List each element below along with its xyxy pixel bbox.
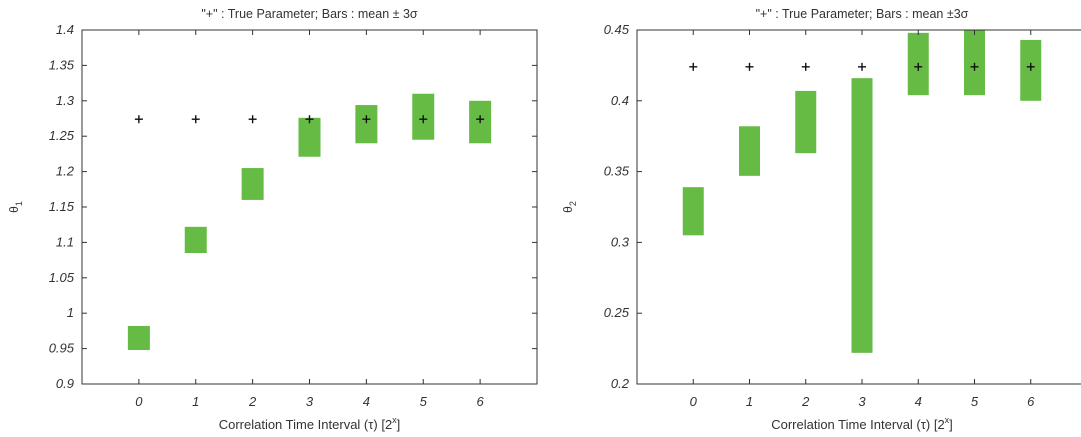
- y-tick-label: 1.4: [56, 22, 74, 37]
- true-parameter-marker: [362, 115, 371, 124]
- range-bar: [964, 30, 985, 96]
- x-tick-label: 1: [746, 394, 753, 409]
- x-tick-label: 6: [477, 394, 485, 409]
- y-tick-label: 1: [67, 305, 74, 320]
- true-parameter-marker: [858, 62, 866, 71]
- true-parameter-marker: [745, 62, 754, 71]
- x-tick-label: 5: [971, 394, 979, 409]
- x-tick-label: 0: [690, 394, 698, 409]
- x-tick-label: 5: [420, 394, 428, 409]
- range-bar: [739, 126, 760, 176]
- y-tick-label: 1.35: [49, 57, 75, 72]
- y-tick-label: 0.25: [604, 305, 630, 320]
- x-tick-label: 3: [858, 394, 866, 409]
- y-tick-label: 1.2: [56, 164, 75, 179]
- true-parameter-marker: [970, 62, 979, 71]
- x-tick-label: 2: [248, 394, 257, 409]
- true-parameter-marker: [191, 115, 200, 124]
- range-bar: [851, 78, 873, 353]
- chart-title: "+" : True Parameter; Bars : mean ±3σ: [756, 7, 969, 21]
- true-parameter-marker: [476, 115, 485, 124]
- range-bar: [682, 187, 704, 236]
- chart-title: "+" : True Parameter; Bars : mean ± 3σ: [201, 7, 418, 21]
- y-tick-label: 1.1: [56, 234, 74, 249]
- x-axis-label: Correlation Time Interval (τ) [2x]: [771, 415, 953, 432]
- true-parameter-marker: [1026, 62, 1035, 71]
- range-bar: [184, 226, 207, 254]
- range-bar: [355, 105, 378, 144]
- true-parameter-marker: [914, 62, 923, 71]
- y-tick-label: 0.35: [604, 164, 630, 179]
- x-tick-label: 2: [801, 394, 810, 409]
- range-bar: [795, 90, 817, 154]
- chart-2: 0.2 0.25 0.3 0.35 0.4 0.45 0 1 2 3 4 5 6 "+" : True P…: [561, 7, 1081, 432]
- range-bar: [241, 168, 264, 200]
- plot-frame: [81, 29, 538, 385]
- true-parameter-marker: [801, 62, 810, 71]
- y-tick-label: 0.3: [611, 234, 630, 249]
- y-tick-label: 0.45: [604, 22, 630, 37]
- y-tick-label: 1.3: [56, 93, 75, 108]
- y-tick-label: 0.4: [611, 93, 629, 108]
- true-parameter-marker: [248, 115, 257, 124]
- range-bar: [127, 325, 150, 351]
- x-tick-label: 6: [1027, 394, 1035, 409]
- true-parameter-marker: [689, 62, 698, 71]
- range-bar: [298, 117, 321, 157]
- x-axis-label: Correlation Time Interval (τ) [2x]: [219, 415, 401, 432]
- x-tick-label: 4: [363, 394, 370, 409]
- y-tick-label: 0.95: [49, 341, 75, 356]
- x-tick-label: 1: [192, 394, 199, 409]
- y-axis-label: θ2: [561, 201, 578, 213]
- true-parameter-marker: [134, 115, 143, 124]
- x-tick-label: 4: [915, 394, 922, 409]
- y-tick-label: 0.9: [56, 376, 74, 391]
- x-tick-label: 3: [306, 394, 314, 409]
- x-tick-label: 0: [135, 394, 143, 409]
- y-tick-label: 1.15: [49, 199, 75, 214]
- y-tick-label: 1.25: [49, 128, 75, 143]
- chart-1: 0.9 0.95 1 1.05 1.1 1.15 1.2 1.25 1.3 1.35 1.4 0 1 2 3…: [7, 7, 538, 432]
- true-parameter-marker: [305, 115, 314, 124]
- y-axis-label: θ1: [7, 201, 24, 213]
- true-parameter-marker: [419, 115, 428, 124]
- y-tick-label: 1.05: [49, 270, 75, 285]
- y-tick-label: 0.2: [611, 376, 630, 391]
